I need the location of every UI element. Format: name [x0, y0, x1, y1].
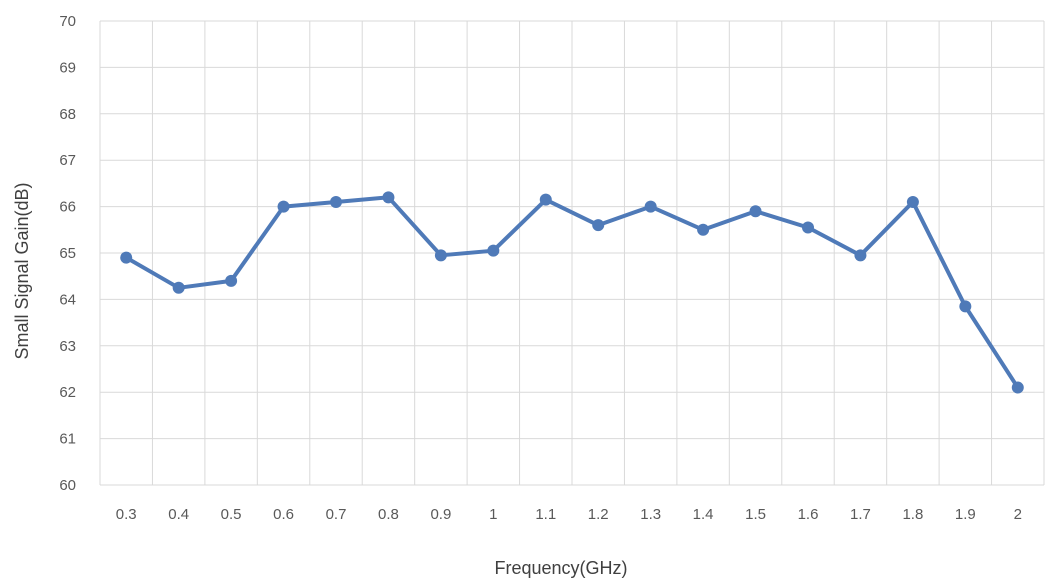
data-point [382, 191, 395, 204]
y-tick-label: 63 [59, 338, 76, 355]
data-point [854, 249, 867, 262]
data-point [959, 300, 972, 313]
x-tick-label: 0.4 [168, 506, 189, 523]
x-tick-label: 2 [1014, 506, 1022, 523]
data-point [225, 274, 238, 287]
y-axis-ticks: 60 61 62 63 64 65 66 67 68 69 70 [59, 13, 76, 494]
x-tick-label: 1.8 [902, 506, 923, 523]
y-tick-label: 61 [59, 431, 76, 448]
data-point [697, 223, 710, 236]
y-tick-label: 69 [59, 59, 76, 76]
x-tick-label: 0.6 [273, 506, 294, 523]
y-tick-label: 62 [59, 384, 76, 401]
data-point [749, 205, 762, 218]
data-point [906, 195, 919, 208]
x-tick-label: 1.5 [745, 506, 766, 523]
x-tick-label: 0.8 [378, 506, 399, 523]
x-tick-label: 1.6 [798, 506, 819, 523]
grid [99, 20, 1045, 486]
data-point [802, 221, 814, 234]
data-point [434, 249, 447, 262]
x-tick-label: 1.9 [955, 506, 976, 523]
data-point [592, 219, 605, 232]
y-tick-label: 65 [59, 245, 76, 262]
data-point [277, 200, 290, 213]
data-point [1011, 381, 1024, 394]
data-point [487, 244, 500, 257]
data-point [330, 195, 342, 208]
y-tick-label: 64 [59, 291, 76, 308]
y-tick-label: 60 [59, 477, 76, 494]
data-point [120, 251, 133, 264]
x-tick-label: 0.3 [116, 506, 137, 523]
x-axis-ticks: 0.3 0.4 0.5 0.6 0.7 0.8 0.9 1 1.1 1.2 1.3 1.4 1.5 1.6… [116, 506, 1022, 523]
x-tick-label: 1.1 [535, 506, 556, 523]
x-tick-label: 0.9 [430, 506, 451, 523]
series-line [124, 195, 1020, 390]
x-tick-label: 1.2 [588, 506, 609, 523]
y-axis-title: Small Signal Gain(dB) [12, 182, 32, 359]
x-tick-label: 0.5 [221, 506, 242, 523]
data-point [539, 193, 552, 206]
x-tick-label: 1.7 [850, 506, 871, 523]
y-tick-label: 67 [59, 152, 76, 169]
data-point [172, 281, 185, 294]
series-layer [120, 191, 1024, 394]
y-tick-label: 68 [59, 106, 76, 123]
x-tick-label: 1.4 [693, 506, 714, 523]
y-tick-label: 66 [59, 199, 76, 216]
x-tick-label: 1 [489, 506, 497, 523]
x-tick-label: 0.7 [326, 506, 347, 523]
y-tick-label: 70 [59, 13, 76, 30]
data-point [644, 200, 657, 213]
x-axis-title: Frequency(GHz) [494, 558, 627, 578]
x-tick-label: 1.3 [640, 506, 661, 523]
